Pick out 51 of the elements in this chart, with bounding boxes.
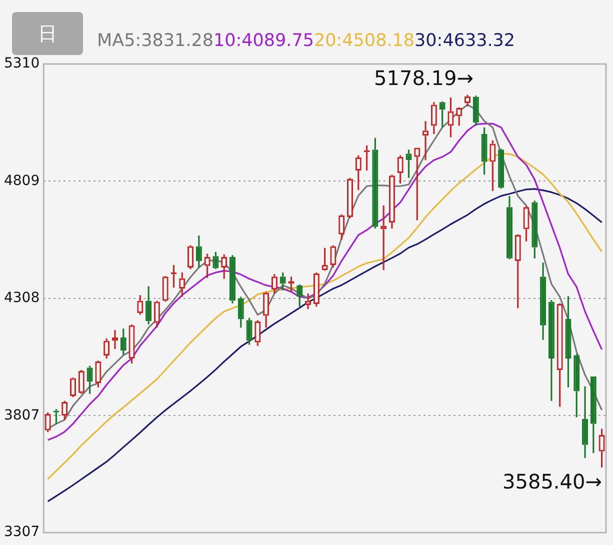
candlestick [280, 272, 286, 292]
candlestick [271, 273, 278, 294]
candlestick [355, 154, 362, 191]
candlestick [254, 319, 261, 347]
candlestick [196, 234, 202, 268]
candlestick [104, 338, 110, 360]
candlestick [229, 254, 236, 304]
candlestick [346, 177, 354, 219]
candlestick [574, 353, 580, 418]
y-tick-label: 3307 [4, 524, 40, 540]
candlestick [506, 195, 512, 260]
candlestick [313, 272, 320, 308]
y-tick-label: 3807 [4, 407, 40, 424]
candlestick [338, 214, 345, 240]
y-tick-label: 4809 [4, 172, 40, 189]
candlestick [406, 148, 412, 179]
candlestick [70, 378, 76, 398]
candlestick [472, 94, 479, 127]
candlestick [540, 262, 546, 341]
period-button: 日 [12, 12, 83, 55]
candlestick [78, 369, 84, 395]
annotation: 5178.19→ [374, 66, 474, 90]
y-tick-label: 5310 [4, 56, 40, 72]
candlestick [422, 120, 429, 161]
candlestick [146, 285, 152, 326]
candlestick [305, 292, 312, 310]
candlestick [388, 174, 395, 230]
candlestick [548, 299, 554, 402]
annotation: 3585.40→ [502, 470, 602, 494]
candlestick [137, 294, 144, 316]
candlestick [296, 284, 303, 308]
candlestick [221, 254, 228, 280]
text: 20:4508.18 [314, 31, 415, 51]
candlestick [162, 276, 168, 302]
candlestick [532, 200, 538, 260]
candlestick [120, 328, 126, 356]
text: 30:4633.32 [414, 31, 516, 51]
candlestick [62, 400, 68, 421]
candlestick [430, 101, 437, 135]
candlestick [598, 428, 605, 468]
candlestick [582, 386, 588, 459]
y-tick-label: 4308 [4, 290, 40, 306]
candlestick [397, 154, 404, 184]
text: MA5:3831.28 [97, 31, 214, 51]
candlestick [179, 272, 186, 298]
candlestick [263, 291, 270, 328]
candlestick [204, 252, 210, 279]
candlestick [187, 244, 194, 270]
text: 10:4089.75 [213, 31, 314, 51]
candlestick [590, 376, 596, 454]
candlestick [238, 296, 244, 328]
